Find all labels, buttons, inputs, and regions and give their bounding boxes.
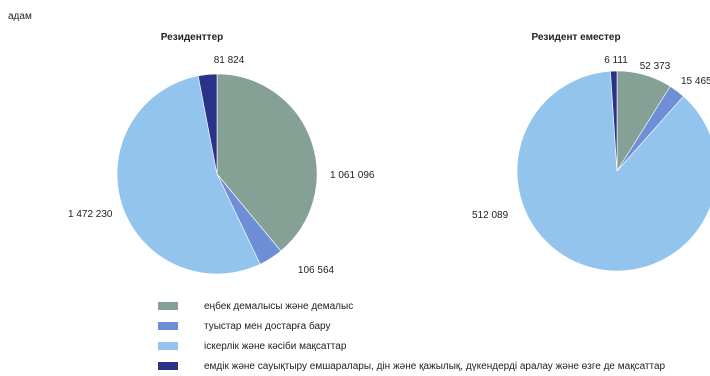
unit-label: адам [8,11,32,22]
legend-swatch [158,322,178,330]
data-label: 1 061 096 [330,170,375,181]
data-label: 1 472 230 [68,209,113,220]
legend-swatch [158,362,178,370]
legend-label: туыстар мен достарға бару [204,320,331,332]
legend-item: іскерлік және кәсіби мақсаттар [158,336,665,356]
pie-slice [116,75,261,275]
data-label: 15 465 [681,76,710,87]
data-label: 512 089 [472,210,509,221]
pie-chart-nonresidents: Резидент еместер 52 373 15 465 512 089 6 11… [472,32,710,272]
legend-item: емдік және сауықтыру емшаралары, дін жән… [158,356,665,376]
data-label: 81 824 [214,55,245,66]
legend-swatch [158,302,178,310]
legend-label: іскерлік және кәсіби мақсаттар [204,340,347,352]
pie-slice [516,70,710,272]
data-label: 6 111 [604,55,628,66]
pie-slice [197,73,218,175]
pie-chart-residents: Резиденттер 1 061 096 106 564 1 472 230 81 … [68,32,375,276]
chart-title: Резидент еместер [531,32,620,43]
data-label: 106 564 [298,265,335,276]
legend-item: туыстар мен достарға бару [158,316,665,336]
legend-item: еңбек демалысы және демалыс [158,296,665,316]
data-label: 52 373 [640,61,671,72]
pie-slice [610,70,618,172]
legend-label: емдік және сауықтыру емшаралары, дін жән… [204,360,666,372]
pie-slice [216,73,318,252]
legend-label: еңбек демалысы және демалыс [204,300,354,312]
legend-swatch [158,342,178,350]
legend: еңбек демалысы және демалыс туыстар мен … [158,296,665,376]
chart-title: Резиденттер [161,32,224,43]
